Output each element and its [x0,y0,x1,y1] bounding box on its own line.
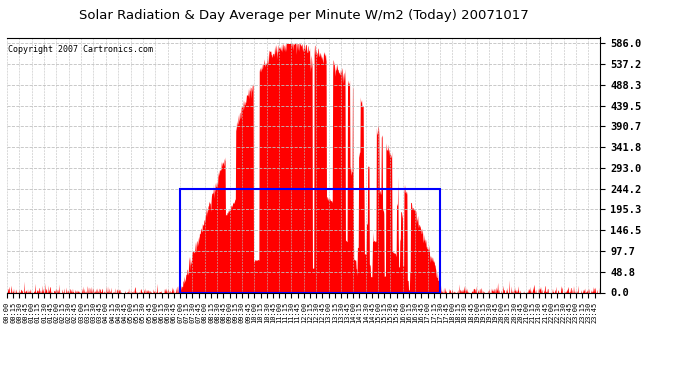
Bar [180,189,440,292]
Text: Copyright 2007 Cartronics.com: Copyright 2007 Cartronics.com [8,45,153,54]
Text: Solar Radiation & Day Average per Minute W/m2 (Today) 20071017: Solar Radiation & Day Average per Minute… [79,9,529,22]
